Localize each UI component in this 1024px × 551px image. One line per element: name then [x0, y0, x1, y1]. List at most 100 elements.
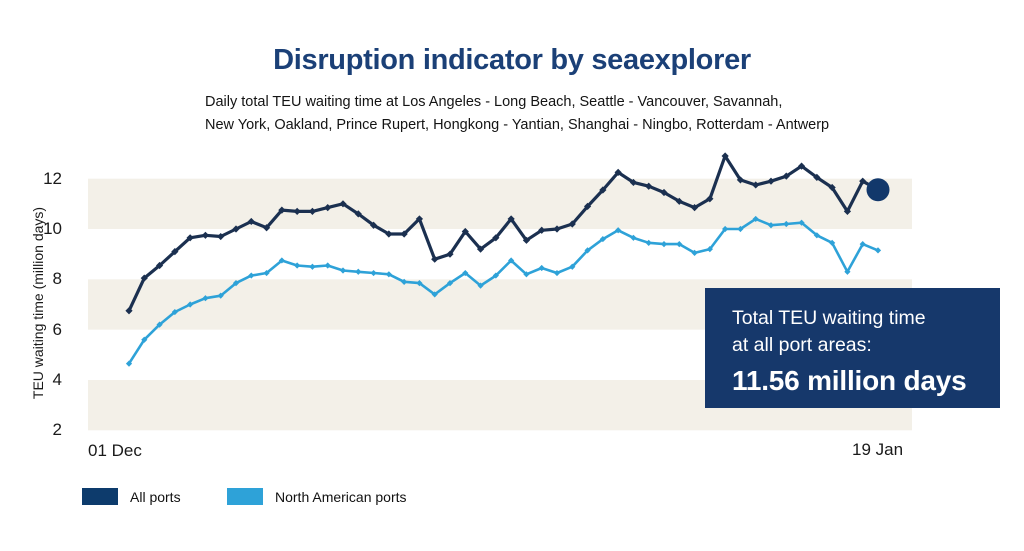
chart-subtitle-line-1: Daily total TEU waiting time at Los Ange…: [205, 94, 783, 110]
marker-all-ports: [843, 207, 852, 215]
marker-all-ports: [262, 224, 271, 232]
marker-all-ports: [706, 195, 714, 203]
marker-all-ports: [171, 248, 179, 256]
marker-north-american-ports: [569, 263, 576, 270]
marker-all-ports: [629, 178, 638, 187]
marker-all-ports: [538, 226, 546, 234]
marker-north-american-ports: [156, 321, 163, 328]
marker-north-american-ports: [355, 268, 362, 275]
marker-all-ports: [278, 206, 286, 214]
y-tick-label-6: 6: [52, 319, 62, 339]
marker-north-american-ports: [706, 246, 713, 253]
marker-north-american-ports: [599, 235, 606, 243]
marker-all-ports: [660, 188, 668, 197]
marker-north-american-ports: [477, 282, 484, 289]
marker-all-ports: [324, 204, 332, 212]
marker-all-ports: [553, 225, 561, 233]
marker-north-american-ports: [431, 291, 438, 298]
marker-north-american-ports: [798, 219, 805, 226]
marker-north-american-ports: [523, 271, 530, 278]
marker-all-ports: [217, 232, 225, 241]
x-axis-label-start: 01 Dec: [88, 441, 142, 460]
marker-all-ports: [645, 182, 653, 190]
marker-all-ports: [752, 181, 760, 189]
marker-north-american-ports: [171, 308, 178, 316]
marker-north-american-ports: [492, 272, 499, 279]
marker-all-ports: [675, 197, 683, 205]
marker-all-ports: [522, 236, 531, 244]
marker-north-american-ports: [309, 263, 316, 270]
legend-item-all-ports: All ports: [82, 488, 181, 505]
marker-north-american-ports: [217, 292, 224, 299]
marker-all-ports: [186, 234, 194, 242]
marker-north-american-ports: [324, 262, 331, 269]
marker-all-ports: [614, 168, 622, 176]
marker-north-american-ports: [462, 269, 469, 277]
marker-north-american-ports: [248, 272, 255, 279]
marker-north-american-ports: [385, 271, 392, 278]
marker-north-american-ports: [401, 278, 408, 285]
marker-all-ports: [507, 215, 515, 223]
marker-all-ports: [599, 186, 607, 194]
marker-north-american-ports: [187, 301, 194, 308]
marker-all-ports: [782, 172, 790, 180]
marker-north-american-ports: [874, 247, 882, 254]
marker-all-ports: [859, 177, 867, 185]
marker-north-american-ports: [232, 280, 240, 287]
marker-north-american-ports: [783, 220, 790, 228]
callout-line-2: at all port areas:: [732, 334, 872, 356]
marker-all-ports: [354, 210, 362, 218]
marker-all-ports: [385, 230, 393, 238]
marker-all-ports: [797, 162, 806, 170]
all-ports-legend-label: All ports: [130, 488, 181, 505]
marker-north-american-ports: [294, 262, 301, 269]
latest-value-dot: [866, 178, 890, 202]
marker-all-ports: [446, 250, 454, 258]
marker-all-ports: [690, 204, 699, 212]
chart-subtitle-line-2: New York, Oakland, Prince Rupert, Hongko…: [205, 116, 830, 133]
page-title: Disruption indicator by seaexplorer: [273, 44, 751, 76]
marker-north-american-ports: [691, 249, 698, 257]
y-tick-label-10: 10: [43, 219, 62, 238]
marker-north-american-ports: [553, 269, 561, 277]
marker-north-american-ports: [202, 295, 209, 302]
marker-all-ports: [247, 217, 255, 226]
marker-north-american-ports: [278, 257, 285, 264]
marker-north-american-ports: [615, 227, 622, 234]
marker-all-ports: [155, 261, 164, 270]
marker-all-ports: [476, 245, 485, 253]
marker-north-american-ports: [813, 232, 820, 239]
total-waiting-time-callout: Total TEU waiting time at all port areas…: [705, 288, 1000, 408]
marker-north-american-ports: [645, 239, 652, 246]
y-tick-label-2: 2: [52, 420, 62, 440]
marker-all-ports: [721, 152, 729, 160]
plot-band-10-12: [88, 178, 912, 229]
marker-north-american-ports: [538, 264, 545, 272]
legend-item-north-american-ports: North American ports: [227, 488, 407, 505]
marker-north-american-ports: [859, 240, 866, 248]
marker-all-ports: [400, 230, 408, 238]
marker-north-american-ports: [676, 240, 683, 248]
marker-north-american-ports: [660, 240, 668, 248]
marker-north-american-ports: [446, 280, 454, 287]
marker-all-ports: [736, 176, 745, 184]
marker-all-ports: [125, 307, 133, 315]
marker-all-ports: [308, 207, 317, 215]
x-axis-label-end: 19 Jan: [852, 440, 904, 459]
marker-all-ports: [828, 183, 836, 192]
marker-north-american-ports: [370, 269, 377, 277]
north-american-ports-legend-label: North American ports: [275, 488, 407, 505]
marker-all-ports: [492, 234, 500, 242]
marker-north-american-ports: [125, 360, 133, 367]
marker-north-american-ports: [844, 268, 851, 275]
marker-north-american-ports: [584, 247, 591, 254]
y-tick-label-12: 12: [43, 168, 62, 188]
marker-all-ports: [431, 255, 439, 263]
marker-all-ports: [767, 177, 775, 185]
marker-all-ports: [461, 227, 469, 236]
marker-all-ports: [140, 274, 148, 282]
marker-all-ports: [568, 220, 576, 228]
marker-all-ports: [813, 173, 821, 182]
